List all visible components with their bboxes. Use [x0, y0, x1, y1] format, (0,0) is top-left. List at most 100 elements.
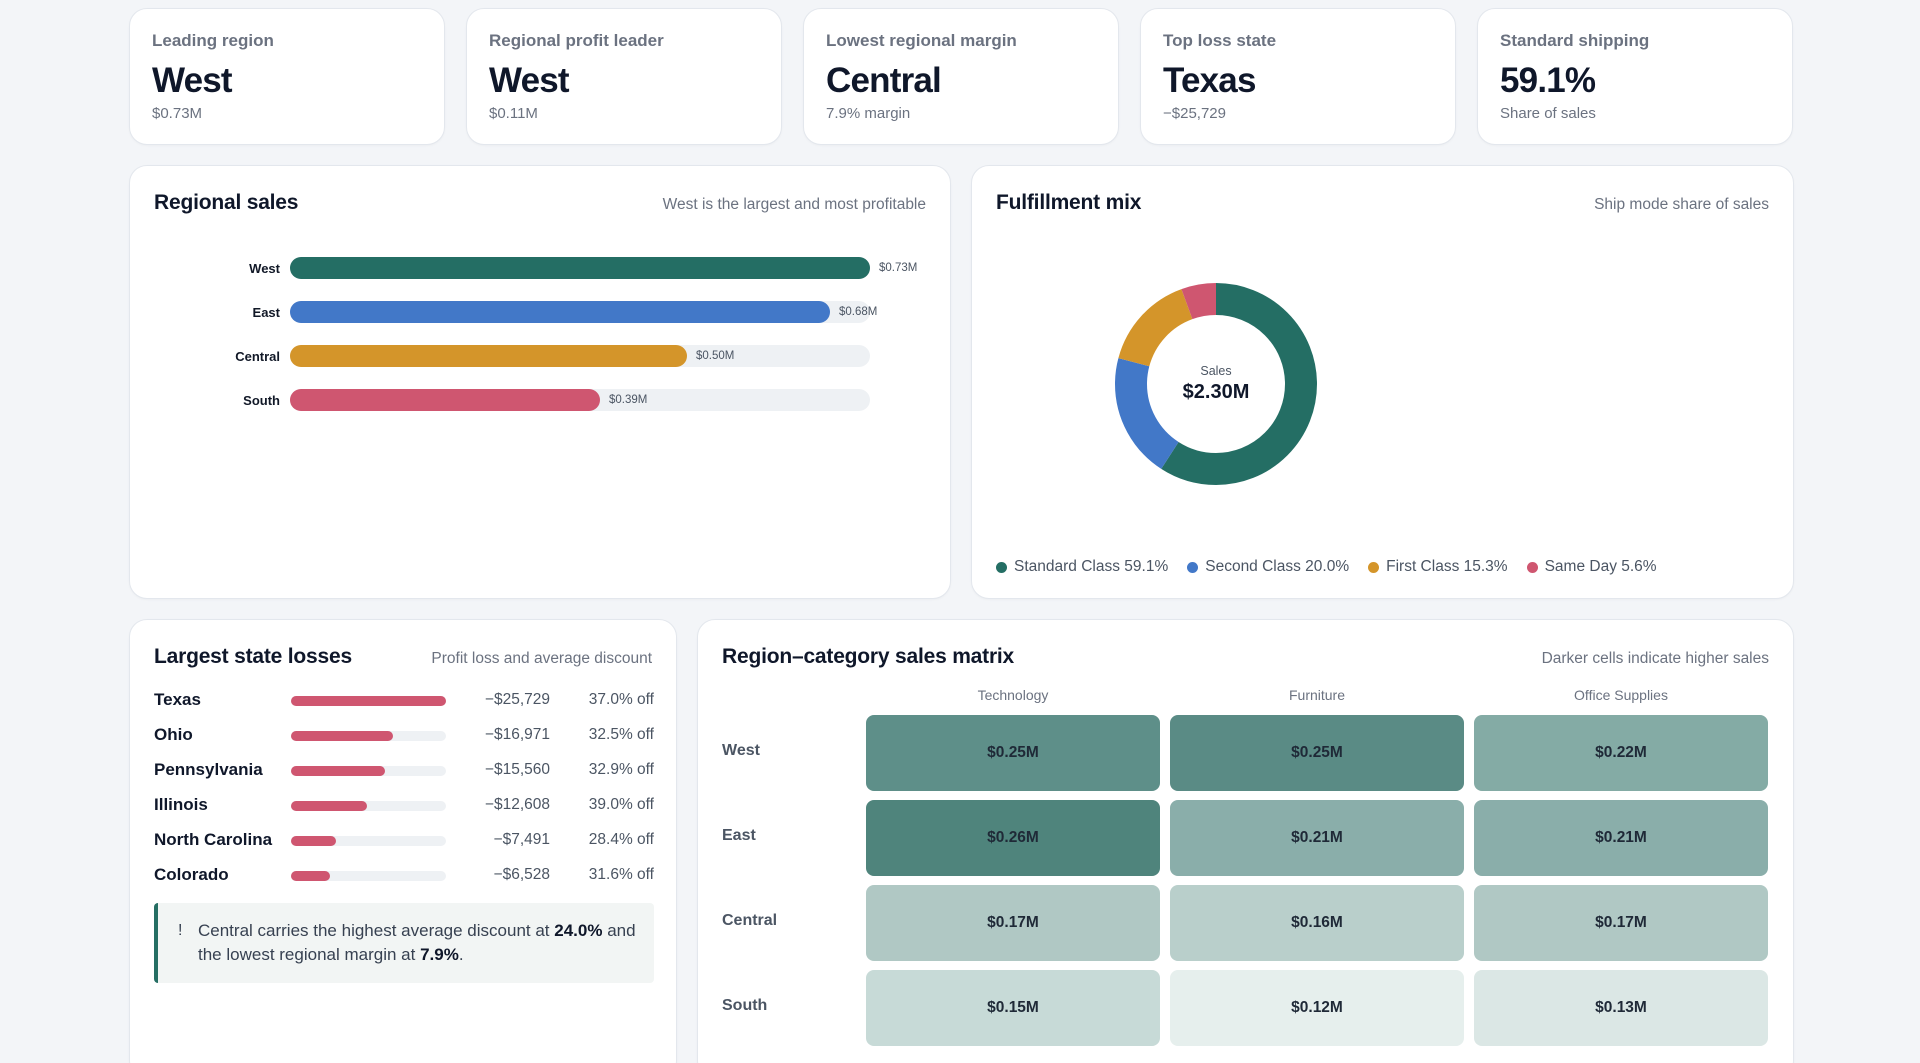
panel-title: Regional sales: [154, 191, 299, 214]
loss-state-name: North Carolina: [154, 830, 273, 849]
legend-item: Second Class 20.0%: [1187, 558, 1349, 576]
donut-center-value: $2.30M: [1182, 381, 1250, 403]
loss-amount: −$15,560: [484, 761, 550, 778]
callout-text-part: .: [458, 945, 464, 964]
matrix-cell: $0.21M: [1474, 800, 1768, 876]
bar-value-label: $0.39M: [609, 394, 648, 406]
legend-dot-icon: [1187, 561, 1199, 573]
bar: [290, 389, 600, 411]
matrix-cell: $0.17M: [1474, 885, 1768, 961]
callout-text-part: and the lowest regional margin at: [198, 921, 636, 964]
kpi-value: Texas: [1163, 61, 1256, 100]
loss-amount: −$6,528: [493, 866, 550, 883]
legend-dot-icon: [1368, 561, 1380, 573]
state-losses-panel: Largest state losses Profit loss and ave…: [129, 619, 677, 1063]
bar-track: [290, 301, 870, 323]
bar-row-east: East $0.68M: [130, 301, 952, 325]
loss-row: Colorado −$6,528 31.6% off: [154, 862, 654, 886]
bar-label: West: [249, 261, 280, 276]
matrix-cell: $0.26M: [866, 800, 1160, 876]
bar-track: [290, 389, 870, 411]
matrix-row-header: South: [722, 997, 768, 1014]
kpi-label: Regional profit leader: [489, 31, 664, 50]
kpi-subtext: 7.9% margin: [826, 105, 911, 122]
kpi-label: Leading region: [152, 31, 274, 50]
bar: [290, 257, 870, 279]
matrix-row-header: East: [722, 827, 756, 844]
loss-state-name: Illinois: [154, 795, 208, 814]
bar-label: Central: [235, 349, 280, 364]
legend-item: First Class 15.3%: [1368, 558, 1508, 576]
matrix-cell: $0.25M: [866, 715, 1160, 791]
loss-amount: −$12,608: [484, 796, 550, 813]
legend-item: Standard Class 59.1%: [996, 558, 1168, 576]
matrix-cell: $0.21M: [1170, 800, 1464, 876]
panel-title: Region–category sales matrix: [722, 645, 1015, 668]
loss-bar: [291, 696, 446, 706]
loss-row: Ohio −$16,971 32.5% off: [154, 722, 654, 746]
bar-value-label: $0.68M: [839, 306, 878, 318]
matrix-cell: $0.16M: [1170, 885, 1464, 961]
loss-bar: [291, 871, 330, 881]
loss-amount: −$25,729: [484, 691, 550, 708]
matrix-row-header: West: [722, 742, 760, 759]
bar-track: [290, 257, 870, 279]
loss-row: Illinois −$12,608 39.0% off: [154, 792, 654, 816]
callout-text: Central carries the highest average disc…: [198, 919, 638, 967]
fulfillment-donut-chart: [1115, 283, 1317, 485]
loss-row: North Carolina −$7,491 28.4% off: [154, 827, 654, 851]
panel-note: Profit loss and average discount: [431, 650, 652, 667]
insight-callout: ! Central carries the highest average di…: [154, 903, 654, 983]
kpi-card-top-loss-state: Top loss state Texas −$25,729: [1140, 8, 1456, 145]
kpi-label: Lowest regional margin: [826, 31, 1017, 50]
matrix-cell: $0.22M: [1474, 715, 1768, 791]
matrix-column-header: Technology: [977, 687, 1049, 703]
bar-track: [290, 345, 870, 367]
legend-item: Same Day 5.6%: [1526, 558, 1657, 576]
loss-discount: 32.9% off: [588, 761, 654, 778]
loss-discount: 39.0% off: [588, 796, 654, 813]
loss-row: Texas −$25,729 37.0% off: [154, 687, 654, 711]
loss-row: Pennsylvania −$15,560 32.9% off: [154, 757, 654, 781]
legend-label: Same Day 5.6%: [1544, 558, 1657, 575]
legend-label: Second Class 20.0%: [1205, 558, 1350, 575]
kpi-card-standard-shipping: Standard shipping 59.1% Share of sales: [1477, 8, 1793, 145]
matrix-column-header: Furniture: [1288, 687, 1346, 703]
kpi-value: West: [489, 61, 570, 100]
panel-note: West is the largest and most profitable: [662, 196, 926, 213]
loss-bar-track: [291, 731, 446, 741]
kpi-card-lowest-margin: Lowest regional margin Central 7.9% marg…: [803, 8, 1119, 145]
loss-discount: 32.5% off: [588, 726, 654, 743]
bar-row-west: West $0.73M: [130, 257, 952, 281]
bar-row-south: South $0.39M: [130, 389, 952, 413]
loss-bar-track: [291, 801, 446, 811]
matrix-cell: $0.25M: [1170, 715, 1464, 791]
kpi-subtext: $0.73M: [152, 105, 203, 122]
callout-highlight: 24.0%: [554, 921, 603, 940]
bar-label: East: [252, 305, 280, 320]
loss-bar: [291, 836, 336, 846]
bar-label: South: [243, 393, 280, 408]
fulfillment-mix-panel: Fulfillment mix Ship mode share of sales…: [971, 165, 1794, 599]
panel-title: Fulfillment mix: [996, 191, 1142, 214]
matrix-row-header: Central: [722, 912, 778, 929]
kpi-label: Top loss state: [1163, 31, 1277, 50]
loss-amount: −$16,971: [484, 726, 550, 743]
regional-sales-panel: Regional sales West is the largest and m…: [129, 165, 951, 599]
legend-dot-icon: [996, 561, 1007, 573]
kpi-value: 59.1%: [1500, 61, 1596, 100]
matrix-cell: $0.13M: [1474, 970, 1768, 1046]
kpi-card-leading-region: Leading region West $0.73M: [129, 8, 445, 145]
callout-highlight: 7.9%: [420, 945, 459, 964]
donut-center-label: Sales: [1200, 364, 1232, 378]
loss-amount: −$7,491: [493, 831, 550, 848]
bar: [290, 301, 830, 323]
loss-bar-track: [291, 871, 446, 881]
loss-bar-track: [291, 836, 446, 846]
bar: [290, 345, 687, 367]
legend-dot-icon: [1526, 561, 1538, 573]
legend-label: Standard Class 59.1%: [1014, 558, 1169, 575]
kpi-subtext: Share of sales: [1500, 105, 1596, 122]
loss-state-name: Colorado: [154, 865, 229, 884]
matrix-column-header: Office Supplies: [1574, 687, 1668, 703]
